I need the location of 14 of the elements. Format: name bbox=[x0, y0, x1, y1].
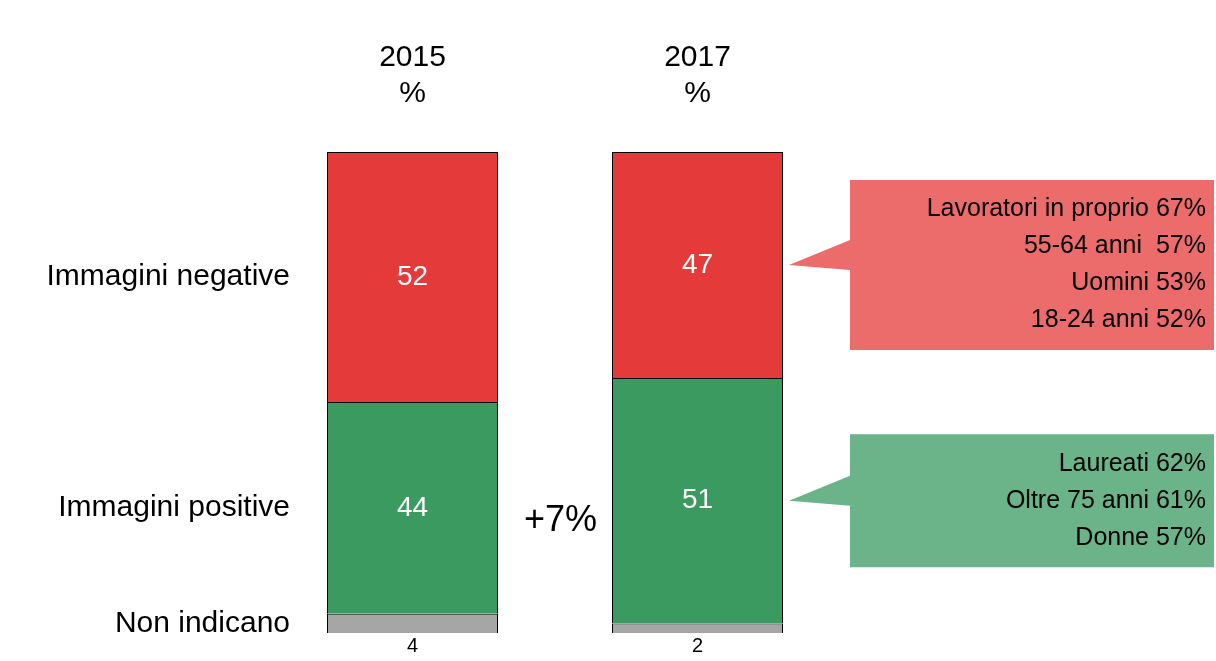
data-label: 52 bbox=[396, 259, 429, 291]
text: Lavoratori in proprio 67% 55-64 anni 57% Uomini 53% 18-24 anni 52% bbox=[926, 193, 1206, 333]
annotation: +7% bbox=[523, 497, 597, 539]
text: Laureati 62% Oltre 75 anni 61% Donne 57% bbox=[1005, 447, 1206, 550]
x-tick-label: 2017 % bbox=[664, 39, 731, 109]
series-label: Immagini negative bbox=[46, 258, 290, 292]
data-label: 47 bbox=[681, 247, 714, 279]
series-label: Immagini positive bbox=[58, 489, 290, 523]
data-label: 44 bbox=[396, 490, 429, 522]
data-label: 51 bbox=[681, 483, 714, 515]
data-label: 4 bbox=[406, 633, 419, 656]
series-label: Non indicano bbox=[114, 604, 290, 638]
x-tick-label: 2015 % bbox=[379, 39, 446, 109]
data-label: 2 bbox=[691, 633, 704, 656]
